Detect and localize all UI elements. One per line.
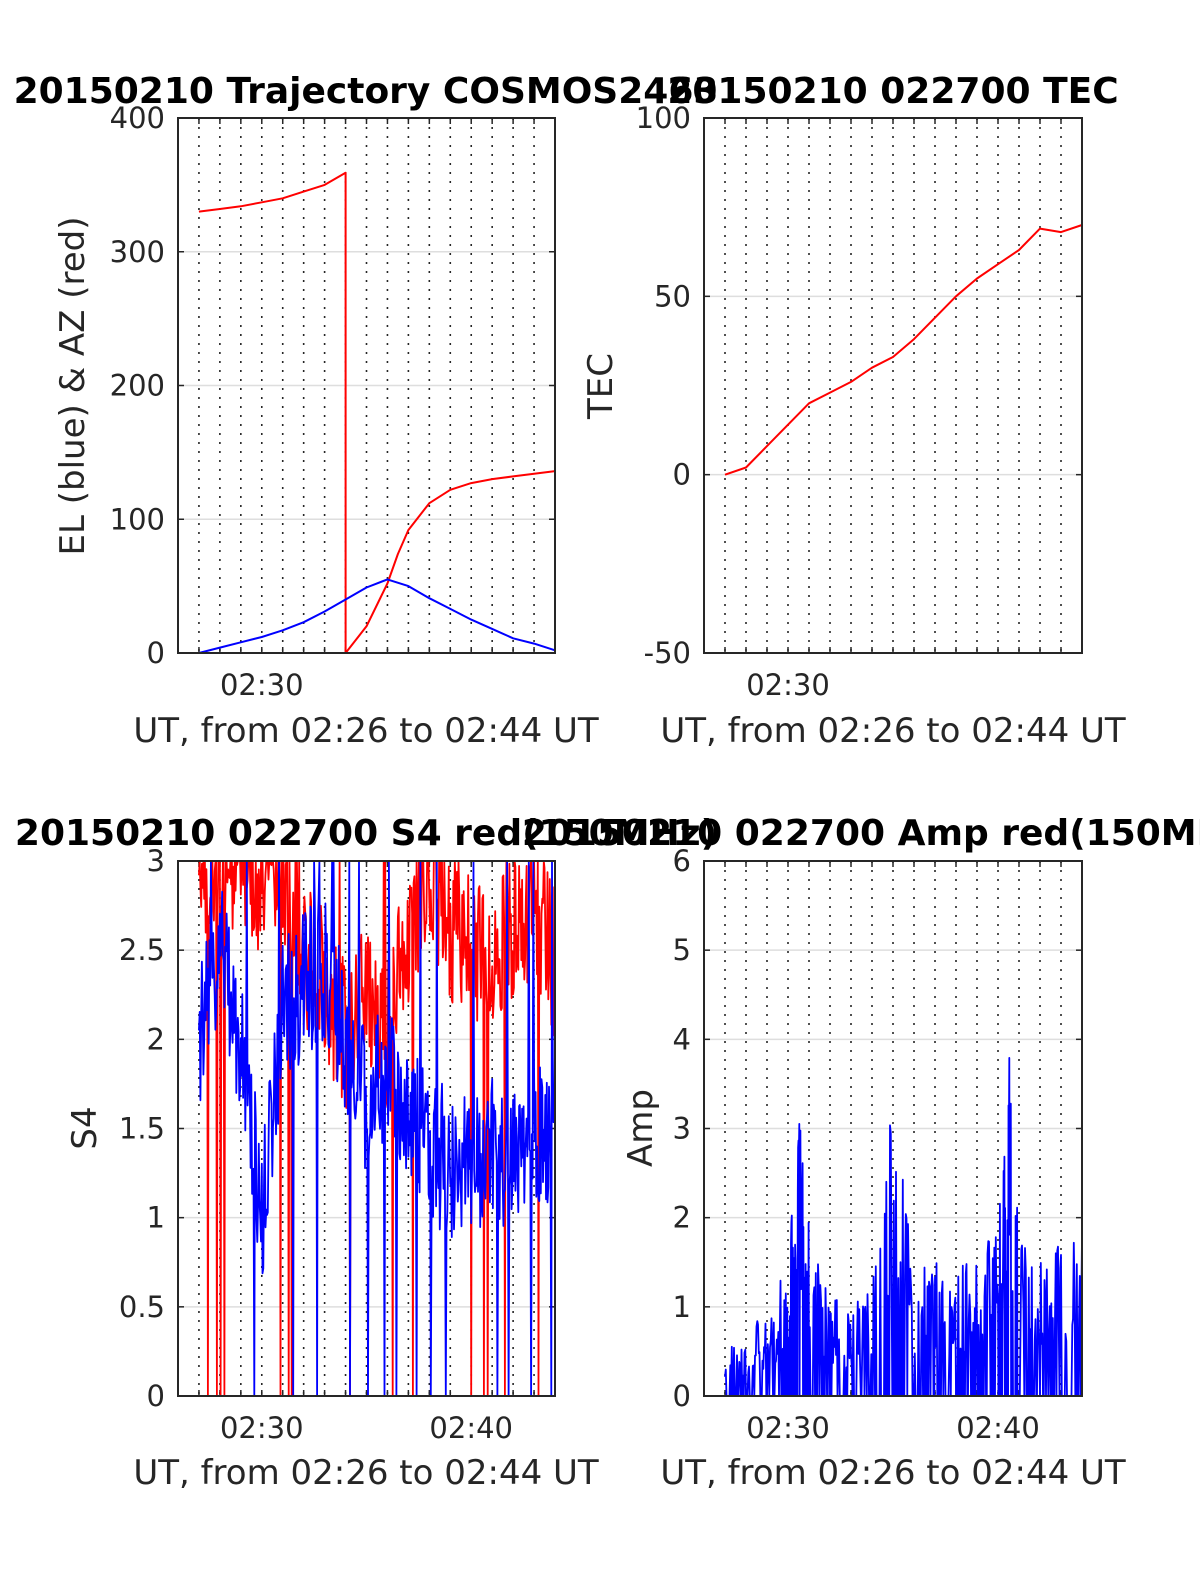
x-axis-label: UT, from 02:26 to 02:44 UT [133,1453,599,1493]
y-axis-label: TEC [581,353,621,420]
chart-title: 20150210 022700 Amp red(150MHz) [522,813,1200,854]
plot-frame [177,117,556,654]
y-tick-label: 400 [110,101,165,135]
y-tick-label: 300 [110,235,165,269]
y-tick-label: 100 [636,101,691,135]
y-tick-label: 3 [673,1112,691,1146]
y-tick-label: 6 [673,844,691,878]
series-layer [724,224,1083,476]
tick-labels: -50 0 50 100 02:30 [636,101,830,702]
y-axis-label: S4 [65,1106,105,1149]
y-tick-label: 1.5 [119,1112,165,1146]
y-tick-label: 3 [147,844,165,878]
series-line [198,171,556,654]
plot-frame [703,860,1083,1397]
panel-trajectory: 20150210 Trajectory COSMOS2463 0 100 200 30… [14,71,719,751]
panel-tec: 20150210 022700 TEC -50 0 50 100 02:30 UT, f… [581,71,1126,751]
y-tick-label: 2 [147,1022,165,1056]
y-tick-label: 200 [110,369,165,403]
chart-title: 20150210 022700 S4 red(150MHz) [15,813,717,854]
y-tick-label: 0 [673,1379,691,1413]
plot-frame [703,117,1083,654]
series-line [198,578,556,654]
x-tick-label: 02:30 [746,1411,830,1445]
tick-labels: 0 0.5 1 1.5 2 2.5 3 02:30 02:40 [119,844,513,1445]
y-tick-label: 5 [673,933,691,967]
series-layer [198,171,556,654]
series-layer [198,860,556,1397]
x-tick-label: 02:30 [220,668,304,702]
series-line [198,860,556,1397]
panel-s4: 20150210 022700 S4 red(150MHz) 0 0.5 1 1.5 2… [15,813,717,1493]
series-line [724,224,1083,476]
tick-labels: 0 100 200 300 400 02:30 [110,101,304,702]
tick-labels: 0 1 2 3 4 5 6 02:30 02:40 [673,844,1040,1445]
y-tick-label: 0.5 [119,1290,165,1324]
y-tick-label: 1 [147,1201,165,1235]
y-axis-label: Amp [621,1089,661,1167]
y-tick-label: 2.5 [119,933,165,967]
y-axis-label: EL (blue) & AZ (red) [53,216,93,555]
series-line [198,860,556,1397]
y-tick-label: 0 [147,1379,165,1413]
chart-title: 20150210 022700 TEC [667,71,1118,112]
y-tick-label: 2 [673,1201,691,1235]
x-axis-label: UT, from 02:26 to 02:44 UT [660,711,1126,751]
chart-title: 20150210 Trajectory COSMOS2463 [14,71,719,112]
x-tick-label: 02:40 [956,1411,1040,1445]
x-tick-label: 02:40 [429,1411,513,1445]
panel-amp: 20150210 022700 Amp red(150MHz) 01234560… [522,813,1200,1493]
y-tick-label: 0 [673,458,691,492]
plot-frame [177,860,556,1397]
x-axis-label: UT, from 02:26 to 02:44 UT [133,711,599,751]
y-tick-label: 1 [673,1290,691,1324]
y-tick-label: 4 [673,1022,691,1056]
y-tick-label: 100 [110,502,165,536]
y-tick-label: 0 [147,636,165,670]
y-tick-label: -50 [644,636,691,670]
x-tick-label: 02:30 [220,1411,304,1445]
y-tick-label: 50 [654,279,691,313]
x-tick-label: 02:30 [746,668,830,702]
x-axis-label: UT, from 02:26 to 02:44 UT [660,1453,1126,1493]
